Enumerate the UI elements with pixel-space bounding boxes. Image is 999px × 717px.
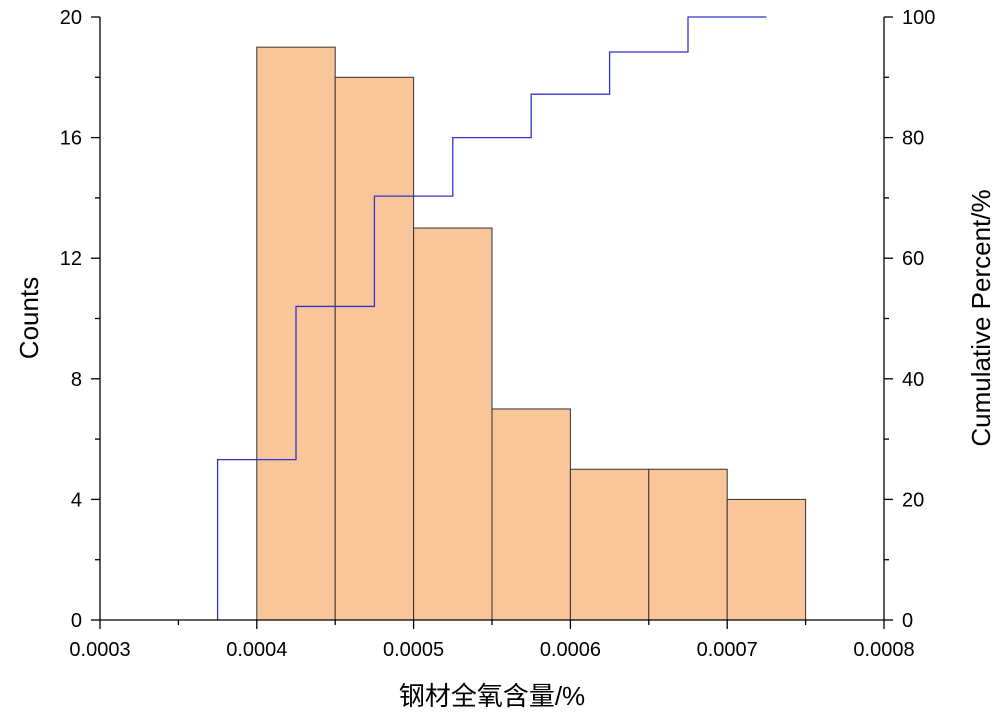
y-tick-label-1: 4 <box>71 489 82 511</box>
x-tick-label-0: 0.0003 <box>69 639 130 661</box>
y-axis-title: Counts <box>14 277 44 359</box>
y-tick-label-3: 12 <box>60 248 82 270</box>
y2-axis-title: Cumulative Percent/% <box>966 189 996 446</box>
histogram-bar-2 <box>413 227 493 621</box>
y2-tick-label-0: 0 <box>902 610 913 632</box>
histogram-bar-1 <box>334 76 415 621</box>
y2-tick-label-1: 20 <box>902 489 924 511</box>
y2-tick-label-5: 100 <box>902 7 935 29</box>
histogram-bar-4 <box>569 468 650 621</box>
x-axis-title: 钢材全氧含量/% <box>399 681 585 711</box>
x-tick-label-3: 0.0006 <box>540 639 601 661</box>
y2-tick-label-4: 80 <box>902 128 924 150</box>
histogram-bar-5 <box>648 468 728 621</box>
y-tick-label-4: 16 <box>60 128 82 150</box>
x-tick-label-5: 0.0008 <box>853 639 914 661</box>
bars-group <box>256 46 807 621</box>
y2-tick-label-2: 40 <box>902 369 924 391</box>
cumulative-line-group <box>216 16 767 620</box>
x-tick-label-4: 0.0007 <box>697 639 758 661</box>
axes-group: 0.0003 0.0004 0.0005 0.0006 0.0007 0.0008 0 4 8 1… <box>60 7 936 661</box>
x-tick-label-2: 0.0005 <box>383 639 444 661</box>
y-tick-label-0: 0 <box>71 610 82 632</box>
histogram-bar-3 <box>491 408 571 621</box>
x-tick-label-1: 0.0004 <box>226 639 287 661</box>
histogram-bar-6 <box>726 498 807 621</box>
y2-tick-label-3: 60 <box>902 248 924 270</box>
y-tick-label-2: 8 <box>71 369 82 391</box>
y-tick-label-5: 20 <box>60 7 82 29</box>
cumulative-percent-line <box>216 16 767 620</box>
